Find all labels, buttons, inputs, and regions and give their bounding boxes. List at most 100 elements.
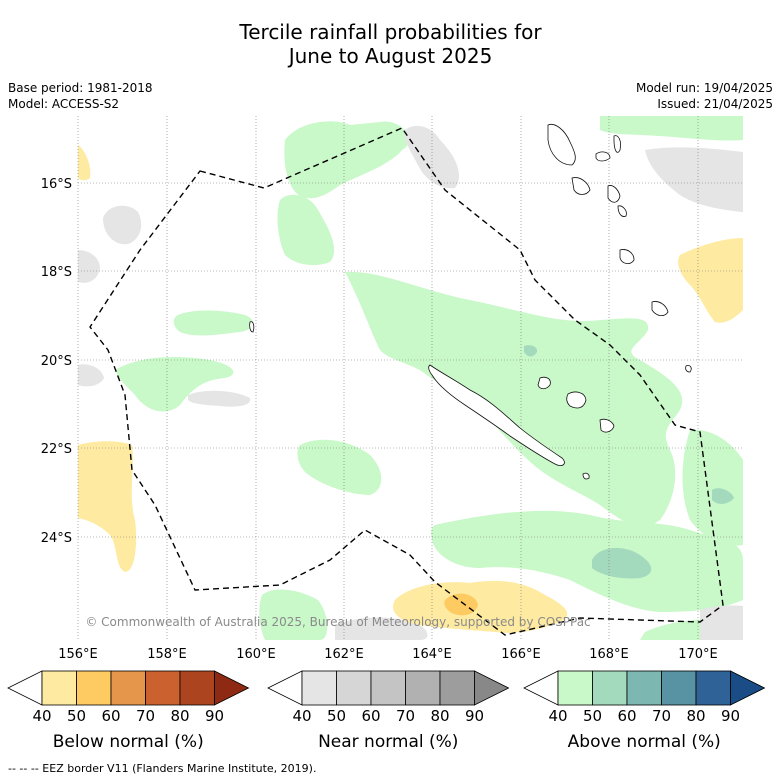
lon-label: 170°E bbox=[678, 647, 718, 662]
legend-color-segment bbox=[695, 670, 731, 706]
loyalty-island-lifou bbox=[537, 376, 551, 390]
legend-tick-label: 90 bbox=[465, 707, 484, 725]
legend-colorbar: 40 50 60 70 80 90 Near normal (%) bbox=[267, 670, 510, 752]
above-normal-50-60-patch-3 bbox=[524, 345, 538, 357]
metadata-left: Base period: 1981-2018 Model: ACCESS-S2 bbox=[8, 80, 153, 112]
lon-label: 160°E bbox=[236, 647, 276, 662]
lon-label: 158°E bbox=[147, 647, 187, 662]
below-normal-region-south bbox=[392, 580, 568, 633]
lon-label: 166°E bbox=[501, 647, 541, 662]
model-run-label: Model run: 19/04/2025 bbox=[635, 81, 773, 95]
legend-tick-label: 50 bbox=[327, 707, 346, 725]
legend-color-segment bbox=[405, 670, 441, 706]
legend-tick-label: 60 bbox=[101, 707, 120, 725]
vanuatu-island-3 bbox=[595, 151, 611, 162]
lon-label: 164°E bbox=[412, 647, 452, 662]
above-normal-region-northeast bbox=[600, 116, 743, 141]
legend-tick-label: 70 bbox=[652, 707, 671, 725]
near-normal-region-1 bbox=[103, 205, 142, 245]
longitude-labels: 156°E 158°E 160°E 162°E 164°E 166°E 168°… bbox=[58, 647, 718, 662]
legend-high-extension bbox=[730, 670, 766, 706]
legend-tick-label: 80 bbox=[430, 707, 449, 725]
map-title-line-1: Tercile rainfall probabilities for bbox=[239, 20, 542, 44]
forecast-map: 16°S 18°S 20°S 22°S 24°S 156°E 158°E 160… bbox=[7, 116, 766, 752]
near-normal-region-2 bbox=[78, 250, 100, 283]
legend-high-extension bbox=[214, 670, 250, 706]
above-normal-50-60-patch-1 bbox=[592, 548, 652, 579]
legend-tick-label: 60 bbox=[617, 707, 636, 725]
copyright-text: © Commonwealth of Australia 2025, Bureau… bbox=[85, 615, 590, 629]
near-normal-region-3 bbox=[78, 364, 104, 387]
above-normal-region-mid bbox=[297, 439, 382, 495]
vanuatu-island-7 bbox=[619, 249, 635, 264]
lat-label: 20°S bbox=[41, 354, 72, 369]
legend-tick-label: 40 bbox=[292, 707, 311, 725]
legend-low-extension bbox=[7, 670, 43, 706]
lat-label: 24°S bbox=[41, 531, 72, 546]
legend-title: Below normal (%) bbox=[53, 732, 204, 752]
coastlines bbox=[249, 123, 692, 480]
legend-color-segment bbox=[592, 670, 628, 706]
vanuatu-island-1 bbox=[547, 123, 576, 166]
vanuatu-island-4 bbox=[613, 135, 621, 153]
map-title-line-2: June to August 2025 bbox=[288, 44, 493, 68]
legend-title: Above normal (%) bbox=[568, 732, 721, 752]
legend-color-segment bbox=[110, 670, 146, 706]
above-normal-region-west-2 bbox=[173, 310, 254, 336]
below-normal-50-60-patch bbox=[444, 593, 478, 616]
probability-shading bbox=[78, 116, 743, 640]
loyalty-island-ouvea bbox=[599, 418, 615, 433]
lon-label: 162°E bbox=[324, 647, 364, 662]
loyalty-island-maré bbox=[566, 391, 587, 409]
above-normal-region-southwest bbox=[259, 589, 328, 640]
new-caledonia-island bbox=[428, 364, 565, 466]
below-normal-region-west bbox=[78, 441, 137, 572]
above-normal-region-east bbox=[682, 429, 743, 546]
legend-color-segment bbox=[626, 670, 662, 706]
legend-color-segment bbox=[370, 670, 406, 706]
island-south-1 bbox=[582, 472, 590, 480]
legend-color-segment bbox=[439, 670, 475, 706]
near-normal-region-6 bbox=[645, 147, 743, 212]
legend-tick-label: 80 bbox=[686, 707, 705, 725]
lat-label: 22°S bbox=[41, 442, 72, 457]
lon-label: 156°E bbox=[58, 647, 98, 662]
latitude-labels: 16°S 18°S 20°S 22°S 24°S bbox=[41, 177, 72, 546]
lat-label: 16°S bbox=[41, 177, 72, 192]
legend-color-segment bbox=[661, 670, 697, 706]
base-period-label: Base period: 1981-2018 bbox=[8, 81, 153, 95]
legend-color-segment bbox=[179, 670, 215, 706]
small-island-1 bbox=[685, 365, 692, 373]
legend-tick-label: 90 bbox=[205, 707, 224, 725]
gridlines bbox=[77, 116, 743, 640]
legend-tick-label: 40 bbox=[32, 707, 51, 725]
vanuatu-island-5 bbox=[607, 185, 621, 203]
legend-color-segment bbox=[336, 670, 372, 706]
vanuatu-island-2 bbox=[571, 177, 591, 195]
legend-tick-label: 90 bbox=[721, 707, 740, 725]
above-normal-50-60-patch-2 bbox=[712, 488, 734, 504]
lon-label: 168°E bbox=[589, 647, 629, 662]
below-normal-region-east bbox=[678, 238, 743, 323]
legend-color-segment bbox=[557, 670, 593, 706]
legend-tick-label: 60 bbox=[361, 707, 380, 725]
legend-low-extension bbox=[267, 670, 303, 706]
legend-low-extension bbox=[523, 670, 559, 706]
legend-color-segment bbox=[41, 670, 77, 706]
lat-label: 18°S bbox=[41, 265, 72, 280]
above-normal-region-north bbox=[284, 121, 410, 199]
near-normal-region-4 bbox=[188, 390, 251, 407]
legend-color-segment bbox=[76, 670, 112, 706]
legend-color-segment bbox=[301, 670, 337, 706]
above-normal-region-central-band bbox=[345, 271, 683, 527]
legend-high-extension bbox=[474, 670, 510, 706]
near-normal-region-5 bbox=[404, 125, 460, 189]
eez-footnote: -- -- -- EEZ border V11 (Flanders Marine… bbox=[8, 762, 317, 775]
small-island-2 bbox=[249, 321, 255, 333]
above-normal-region-south-band bbox=[431, 510, 743, 612]
below-normal-region-northwest bbox=[78, 145, 91, 181]
legend-tick-label: 80 bbox=[170, 707, 189, 725]
